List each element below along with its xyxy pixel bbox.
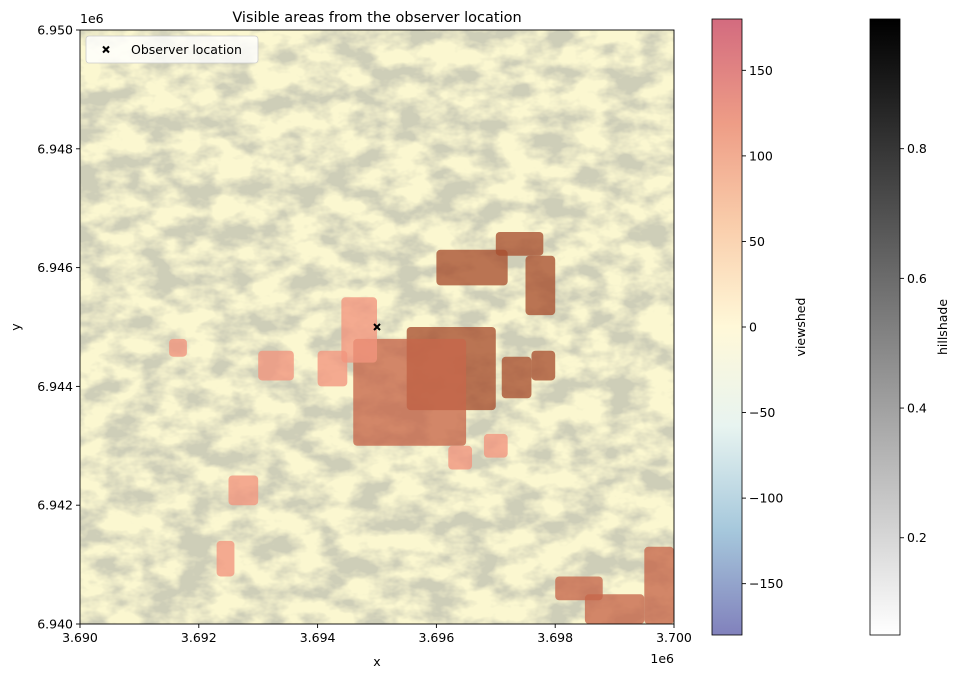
x-tick-label: 3.692 [181, 630, 217, 645]
visible-area-patch [436, 249, 508, 286]
visible-area-patch [317, 350, 348, 387]
colorbar-tick-label: −50 [749, 405, 775, 420]
hillshade-colorbar-fill [869, 18, 901, 636]
y-axis: 6.940 6.942 6.944 6.946 6.948 6.950 [37, 23, 80, 632]
visible-area-patch [531, 350, 556, 381]
visible-area-patch [228, 475, 259, 506]
x-tick-label: 3.700 [656, 630, 692, 645]
observer-marker [373, 323, 381, 331]
colorbar-tick-label: 50 [749, 234, 765, 249]
visible-area-patch [258, 350, 294, 381]
viewshed-colorbar-fill [711, 18, 743, 636]
colorbar-tick-label: 0.2 [907, 530, 927, 545]
visible-area-patch [501, 356, 532, 399]
x-tick-label: 3.696 [419, 630, 455, 645]
visible-area-patch [483, 433, 508, 458]
x-tick-label: 3.694 [300, 630, 336, 645]
y-tick-label: 6.944 [37, 379, 73, 394]
y-tick-label: 6.942 [37, 498, 73, 513]
x-axis: 3.690 3.692 3.694 3.696 3.698 3.700 [62, 624, 692, 645]
visible-area-patch [495, 231, 544, 256]
viewshed-colorbar-label: viewshed [793, 298, 808, 357]
colorbar-tick-label: 150 [749, 63, 773, 78]
axes-frame [79, 29, 675, 625]
colorbar-tick-label: 0 [749, 320, 757, 335]
hillshade-colorbar: 0.8 0.6 0.4 0.2 hillshade [869, 18, 950, 636]
y-offset-label: 1e6 [80, 11, 104, 26]
x-axis-label: x [373, 654, 380, 669]
legend-box [85, 35, 259, 64]
x-tick-label: 3.698 [537, 630, 573, 645]
x-tick-label: 3.690 [62, 630, 98, 645]
visible-area-patch [584, 594, 645, 624]
hillshade-colorbar-label: hillshade [935, 299, 950, 355]
y-tick-label: 6.948 [37, 141, 73, 156]
legend-label: Observer location [131, 42, 242, 57]
visible-area-patch [644, 546, 674, 624]
plot-area [80, 30, 674, 624]
viewshed-overlay [169, 231, 674, 624]
visible-area-patch [341, 297, 377, 363]
colorbar-tick-label: 0.6 [907, 271, 927, 286]
observer-cross-b [373, 323, 381, 331]
visible-area-patch [448, 445, 473, 470]
visible-area-patch [525, 255, 556, 316]
x-offset-label: 1e6 [650, 651, 674, 666]
colorbar-tick-label: −100 [749, 491, 783, 506]
hillshade-colorbar-ticks: 0.8 0.6 0.4 0.2 [900, 141, 927, 545]
legend-marker [102, 45, 110, 54]
viewshed-colorbar: 150 100 50 0 −50 −100 −150 viewshed [711, 18, 808, 636]
colorbar-tick-label: −150 [749, 576, 783, 591]
y-tick-label: 6.940 [37, 617, 73, 632]
visible-area-patch [216, 540, 235, 577]
colorbar-tick-label: 0.4 [907, 401, 927, 416]
y-tick-label: 6.950 [37, 23, 73, 38]
visible-area-patch [353, 338, 467, 446]
colorbar-tick-label: 100 [749, 148, 773, 163]
chart-title: Visible areas from the observer location [232, 10, 521, 26]
colorbar-tick-label: 0.8 [907, 141, 927, 156]
y-tick-label: 6.946 [37, 260, 73, 275]
y-axis-label: y [8, 323, 23, 331]
visible-area-patch [555, 576, 603, 601]
visible-area-patch [169, 338, 187, 357]
legend: Observer location [85, 35, 259, 64]
viewshed-colorbar-ticks: 150 100 50 0 −50 −100 −150 [742, 63, 783, 591]
